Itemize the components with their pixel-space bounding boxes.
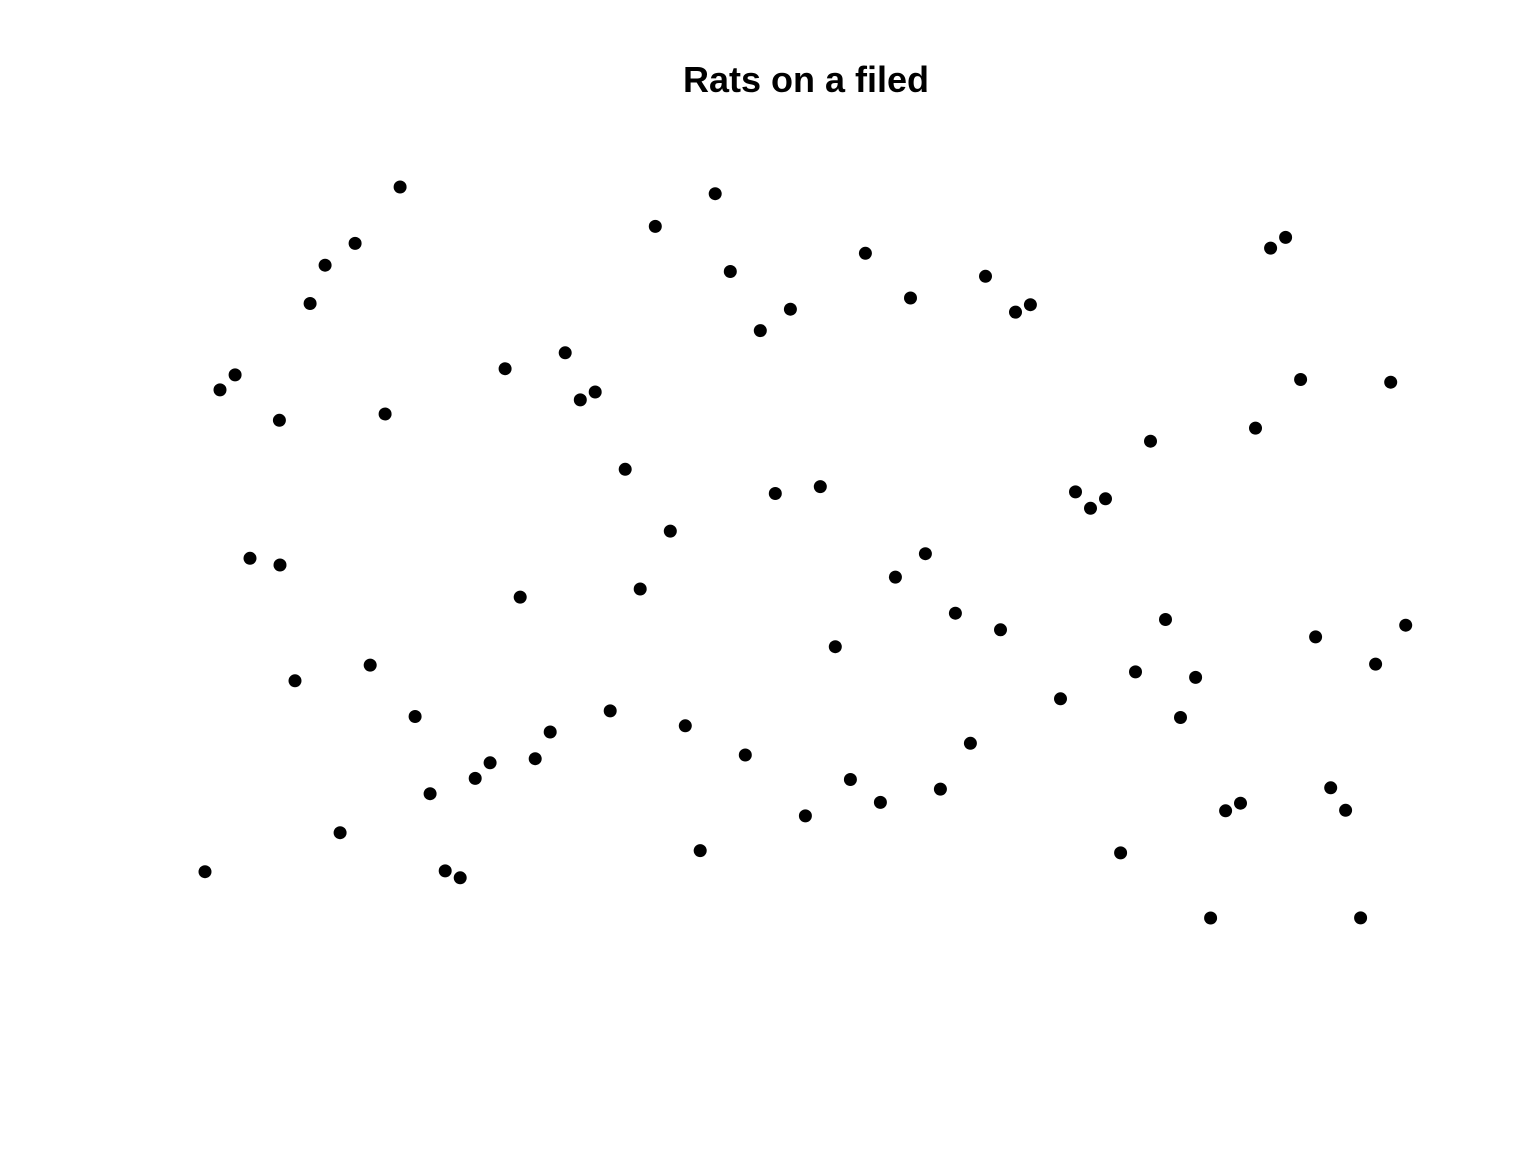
data-point-8	[303, 297, 317, 310]
data-point-68	[1219, 804, 1233, 818]
data-point-4	[243, 551, 257, 565]
data-point-26	[573, 393, 587, 407]
data-point-13	[378, 407, 392, 421]
data-point-49	[918, 547, 932, 561]
data-point-7	[288, 674, 302, 688]
data-point-37	[738, 748, 752, 762]
data-point-15	[408, 710, 422, 723]
data-point-46	[873, 795, 887, 809]
data-point-2	[213, 383, 227, 397]
data-point-45	[858, 246, 872, 260]
data-point-24	[543, 725, 557, 739]
chart-title: Rats on a filed	[683, 59, 929, 100]
data-point-71	[1264, 241, 1278, 255]
data-point-61	[1114, 846, 1128, 860]
data-point-78	[1369, 657, 1383, 671]
data-point-59	[1084, 501, 1097, 515]
data-point-3	[228, 368, 242, 382]
data-point-33	[678, 719, 692, 733]
data-point-18	[453, 871, 467, 885]
data-point-31	[648, 219, 662, 233]
data-point-42	[813, 480, 827, 494]
data-point-75	[1324, 781, 1338, 795]
data-point-30	[633, 582, 647, 596]
data-point-76	[1339, 803, 1353, 817]
data-point-69	[1234, 796, 1247, 810]
data-point-22	[513, 590, 527, 604]
points-layer	[198, 180, 1413, 925]
data-point-64	[1159, 613, 1172, 626]
data-point-29	[618, 462, 632, 476]
data-point-20	[483, 756, 497, 770]
data-point-32	[663, 524, 677, 538]
data-point-79	[1384, 375, 1398, 389]
data-point-74	[1309, 630, 1323, 644]
data-point-54	[994, 623, 1007, 637]
data-point-14	[393, 180, 407, 194]
data-point-66	[1189, 670, 1203, 684]
data-point-38	[753, 324, 767, 338]
data-point-9	[318, 258, 332, 272]
data-point-51	[948, 606, 962, 620]
data-point-47	[888, 570, 902, 584]
data-point-16	[423, 787, 437, 801]
data-point-63	[1144, 434, 1157, 448]
data-point-52	[963, 736, 977, 750]
data-point-67	[1204, 911, 1218, 925]
data-point-58	[1069, 485, 1082, 499]
data-point-39	[768, 487, 782, 500]
data-point-5	[272, 413, 286, 427]
data-point-36	[723, 265, 737, 278]
data-point-60	[1099, 492, 1112, 506]
data-point-23	[528, 752, 542, 766]
data-point-6	[273, 558, 287, 572]
data-point-10	[333, 826, 347, 840]
data-point-12	[363, 658, 377, 672]
data-point-19	[468, 771, 482, 785]
data-point-53	[979, 269, 992, 283]
data-point-35	[708, 187, 722, 201]
data-point-34	[693, 844, 707, 858]
data-point-28	[603, 704, 617, 718]
data-point-62	[1129, 665, 1142, 679]
data-point-21	[498, 362, 512, 376]
data-point-55	[1009, 305, 1022, 319]
data-point-72	[1279, 230, 1293, 244]
data-point-70	[1249, 421, 1262, 435]
data-point-25	[558, 346, 572, 360]
data-point-50	[933, 782, 947, 796]
data-point-44	[843, 773, 857, 786]
data-point-77	[1354, 911, 1368, 925]
data-point-27	[588, 385, 602, 399]
data-point-73	[1294, 373, 1308, 386]
data-point-41	[798, 809, 812, 823]
data-point-57	[1054, 692, 1067, 706]
data-point-56	[1023, 298, 1037, 312]
data-point-11	[348, 236, 362, 250]
data-point-1	[198, 865, 212, 879]
data-point-43	[828, 640, 842, 654]
data-point-80	[1399, 618, 1413, 632]
data-point-65	[1174, 711, 1187, 724]
data-point-40	[783, 302, 797, 316]
data-point-48	[904, 291, 917, 305]
data-point-17	[438, 864, 452, 878]
